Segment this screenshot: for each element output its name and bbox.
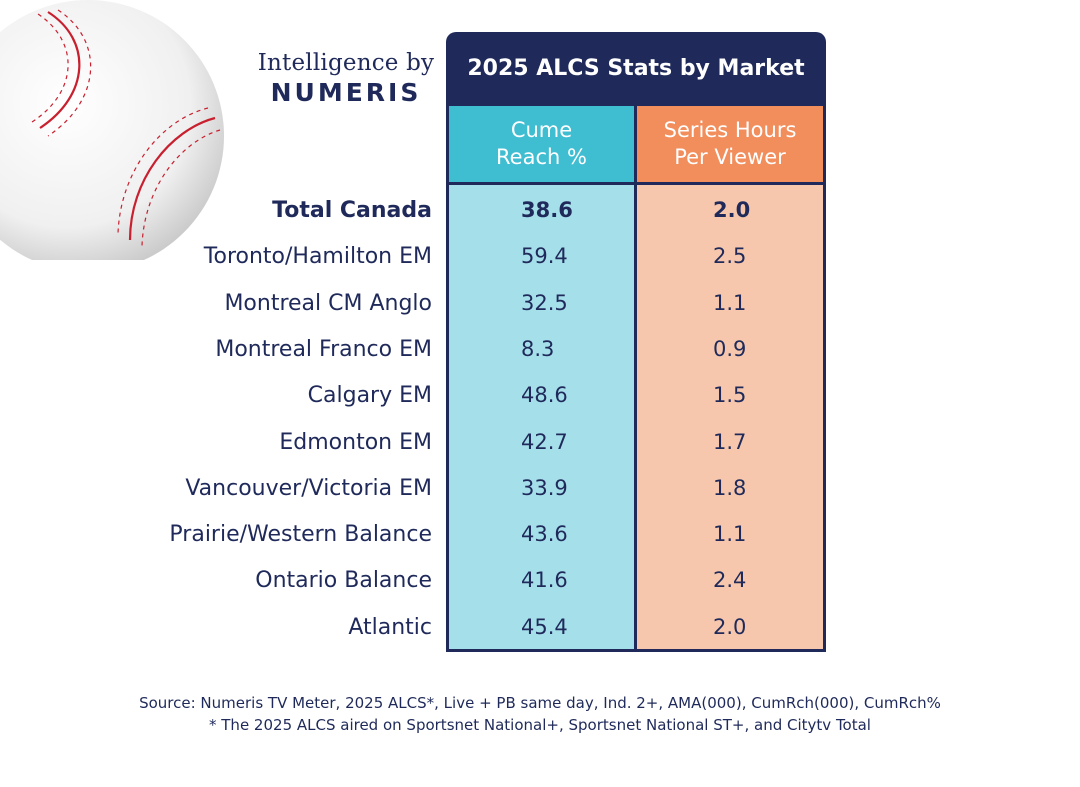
market-label: Total Canada [272, 198, 432, 223]
hours-per-viewer-value: 1.8 [713, 476, 747, 500]
cume-reach-value: 33.9 [521, 476, 568, 500]
brand-tagline: Intelligence by [257, 50, 435, 76]
cume-reach-value: 8.3 [521, 337, 555, 361]
hours-per-viewer-value: 0.9 [713, 337, 747, 361]
hours-per-viewer-value: 1.1 [713, 522, 747, 546]
cume-reach-value: 45.4 [521, 615, 568, 639]
market-label: Edmonton EM [279, 430, 432, 455]
cume-reach-value: 42.7 [521, 430, 568, 454]
cume-reach-header-line1: Cume [510, 118, 573, 142]
cume-reach-value: 48.6 [521, 383, 568, 407]
hours-per-viewer-column [637, 185, 823, 649]
cume-reach-value: 59.4 [521, 244, 568, 268]
market-label: Calgary EM [307, 383, 432, 408]
market-label: Montreal Franco EM [215, 337, 432, 362]
cume-reach-value: 32.5 [521, 291, 568, 315]
brand-name: NUMERIS [270, 78, 422, 107]
hours-per-viewer-value: 1.7 [713, 430, 747, 454]
market-label: Vancouver/Victoria EM [185, 476, 432, 501]
hours-per-viewer-value: 2.0 [713, 198, 751, 222]
cume-reach-value: 38.6 [521, 198, 573, 222]
hours-per-viewer-value: 2.5 [713, 244, 747, 268]
brand-logo: Intelligence by NUMERIS [248, 48, 444, 108]
aired-note: * The 2025 ALCS aired on Sportsnet Natio… [209, 716, 871, 734]
hours-per-viewer-header: Series Hours Per Viewer [637, 106, 823, 182]
hours-per-viewer-value: 2.4 [713, 568, 747, 592]
hours-per-viewer-value: 1.5 [713, 383, 747, 407]
market-label: Ontario Balance [255, 568, 432, 593]
market-label: Montreal CM Anglo [224, 291, 432, 316]
hours-per-viewer-value: 2.0 [713, 615, 747, 639]
table-title: 2025 ALCS Stats by Market [467, 56, 805, 81]
hours-per-viewer-value: 1.1 [713, 291, 747, 315]
cume-reach-column [449, 185, 634, 649]
stats-table: 2025 ALCS Stats by Market Cume Reach % S… [446, 32, 826, 652]
hours-per-viewer-header-line2: Per Viewer [674, 145, 786, 169]
footnotes: Source: Numeris TV Meter, 2025 ALCS*, Li… [0, 692, 1080, 736]
baseball-image [0, 0, 224, 260]
cume-reach-header-line2: Reach % [496, 145, 587, 169]
market-label: Atlantic [348, 615, 432, 640]
cume-reach-value: 41.6 [521, 568, 568, 592]
market-label: Prairie/Western Balance [169, 522, 432, 547]
source-note: Source: Numeris TV Meter, 2025 ALCS*, Li… [139, 694, 941, 712]
hours-per-viewer-header-line1: Series Hours [663, 118, 797, 142]
market-label: Toronto/Hamilton EM [203, 244, 432, 269]
cume-reach-header: Cume Reach % [449, 106, 634, 182]
cume-reach-value: 43.6 [521, 522, 568, 546]
